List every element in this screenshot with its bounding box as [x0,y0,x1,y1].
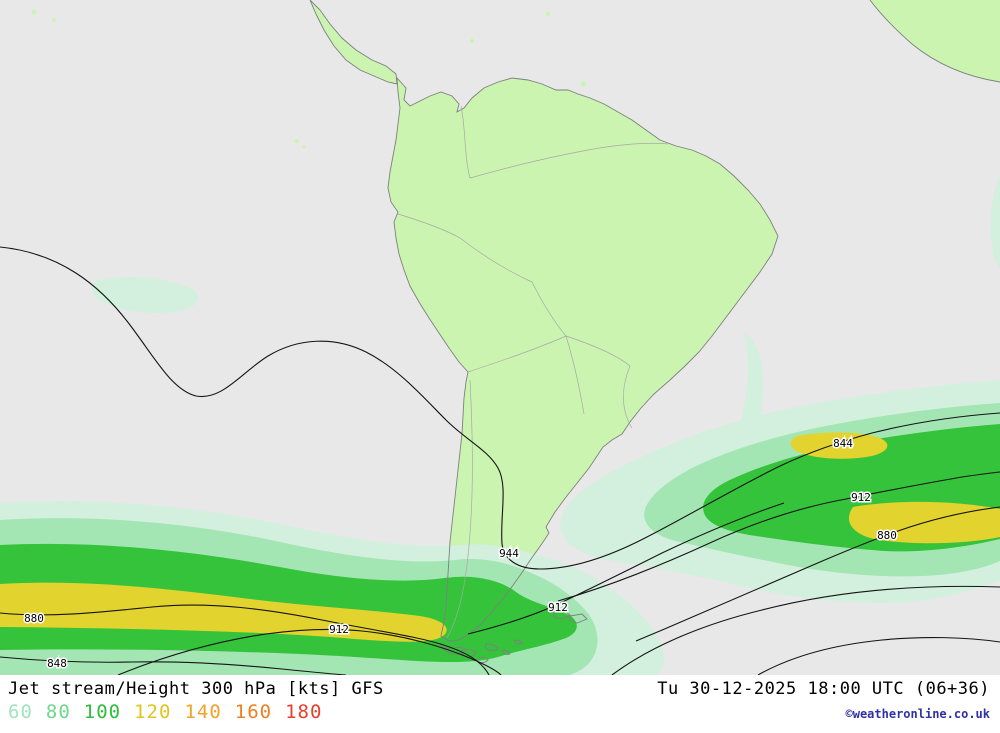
border-colombia-venezuela [460,105,471,179]
country-borders [397,105,669,639]
coastlines [309,0,1000,664]
legend-scale: 60 80 100 120 140 160 180 [8,701,335,723]
contour-line-912-central [467,502,785,635]
border-bolivia-chile [467,335,567,373]
legend-value-160: 160 [234,701,273,723]
jet-core-120-east-upper [790,432,888,459]
caribbean-island [545,11,551,17]
caption-row: Jet stream/Height 300 hPa [kts] GFS Tu 3… [8,679,990,699]
central-america-islet [31,9,37,15]
contour-label-912-central: 912 [548,601,568,614]
africa-landmass [870,0,1000,82]
central-america-landmass [310,0,397,84]
border-ecuador-peru [397,213,461,239]
contour-line-880-east [635,506,1000,642]
contour-labels: 844 912 880 944 912 880 912 848 [23,436,899,672]
border-paraguay [565,335,633,429]
land-fills [31,0,1000,641]
jet-core-120-southwest [0,582,447,642]
contour-label-912-west: 912 [329,623,349,636]
contour-label-944: 944 [499,547,519,560]
south-america-landmass [388,78,778,641]
jet-wisp-60-west [91,276,198,314]
contour-label-880-east: 880 [877,529,897,542]
map-canvas: 844 912 880 944 912 880 912 848 [0,0,1000,675]
map-title: Jet stream/Height 300 hPa [kts] GFS [8,679,384,699]
jet-wisp-60-right-edge [990,175,1000,268]
contour-label-844: 844 [833,437,853,450]
africa-coastline [869,0,1000,83]
legend-value-80: 80 [45,701,71,723]
contour-line-944-long [0,246,1000,570]
caption-bar: Jet stream/Height 300 hPa [kts] GFS Tu 3… [0,675,1000,733]
galapagos-island [302,145,306,149]
height-contours [0,246,1000,675]
legend-value-120: 120 [134,701,172,723]
legend-value-140: 140 [184,701,222,723]
contour-label-848: 848 [47,657,67,670]
contour-line-southeast-ridge-1 [611,585,1000,675]
contour-line-912-west [117,628,502,675]
border-argentina-paraguay [565,335,585,415]
legend-value-180: 180 [285,701,323,723]
contour-line-848-west [0,656,347,675]
jet-wisp-60-central [739,333,764,462]
legend-row: 60 80 100 120 140 160 180 ©weatheronline.co.uk [8,701,990,723]
map-datetime: Tu 30-12-2025 18:00 UTC (06+36) [657,679,990,699]
copyright-link[interactable]: ©weatheronline.co.uk [845,707,991,721]
contour-line-912-east [557,471,1000,602]
contour-line-southeast-ridge-2 [757,637,1000,675]
legend-value-60: 60 [8,701,33,723]
contour-label-880-west: 880 [24,612,44,625]
central-america-coastline [309,0,398,85]
galapagos-island [294,138,300,144]
caribbean-island [470,39,474,43]
fuegian-islands [439,639,523,664]
trinidad-island [580,81,586,87]
border-venezuela-brazil [469,142,669,179]
legend-value-100: 100 [83,701,122,723]
falkland-coastline [553,609,588,624]
weather-map-svg: 844 912 880 944 912 880 912 848 [0,0,1000,675]
contour-label-912-east: 912 [851,491,871,504]
border-peru-brazil [459,237,567,337]
central-america-islet [52,18,56,22]
border-chile-argentina [446,379,473,639]
south-america-coastline [387,76,779,642]
